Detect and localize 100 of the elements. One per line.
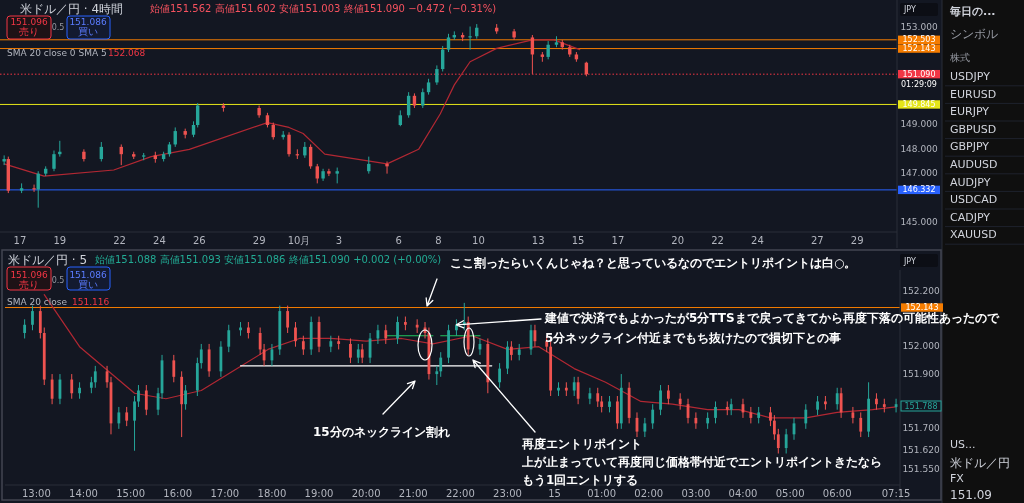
y-tick-label: 151.550 xyxy=(902,464,940,475)
annotation: 再度エントリポイント xyxy=(521,436,642,451)
y-tick-label: 151.620 xyxy=(902,445,940,456)
x-tick-label: 01:00 xyxy=(587,488,617,499)
text: AUDUSD xyxy=(950,158,998,171)
annotation: 買い xyxy=(78,26,98,37)
text: JPY xyxy=(903,256,917,266)
x-tick-label: 17 xyxy=(13,235,27,246)
x-tick-label: 20 xyxy=(671,235,685,246)
x-tick-label: 3 xyxy=(335,235,343,246)
ref-line-label: 146.332 xyxy=(902,185,936,195)
y-tick-label: 151.900 xyxy=(902,368,940,379)
x-tick-label: 22 xyxy=(711,235,724,246)
text: 151.09 xyxy=(950,487,992,502)
text: ここ割ったらいくんじゃね？と思っているなのでエントリポイントは白○。 xyxy=(450,255,857,270)
ref-line-label: 152.143 xyxy=(902,44,936,54)
x-tick-label: 23:00 xyxy=(493,488,522,499)
x-tick-label: 10 xyxy=(472,235,485,246)
x-tick-label: 6 xyxy=(395,235,402,246)
x-tick-label: 13:00 xyxy=(21,488,51,499)
x-tick-label: 22:00 xyxy=(445,488,475,499)
text: XAUUSD xyxy=(950,228,997,242)
x-tick-label: 29 xyxy=(252,235,266,246)
annotation: 5分ネックライン付近までもち抜けたので損切下との事 xyxy=(545,330,842,345)
annotation: もう1回エントリする xyxy=(522,472,639,487)
text: FX xyxy=(950,472,965,485)
ref-line-label: 151.090 xyxy=(902,69,936,79)
x-tick-label: 13 xyxy=(531,235,545,246)
x-tick-label: 24 xyxy=(153,235,166,246)
x-tick-label: 05:00 xyxy=(775,488,805,499)
x-tick-label: 27 xyxy=(810,235,824,246)
ref-line-label: 152.503 xyxy=(902,35,936,45)
text: USDCAD xyxy=(950,193,998,207)
annotation: 151.096 xyxy=(10,269,48,280)
annotation: 151.086 xyxy=(69,269,107,280)
y-tick-label: 151.700 xyxy=(902,423,940,434)
y-tick-label: 145.000 xyxy=(900,216,938,227)
x-tick-label: 24 xyxy=(751,235,764,246)
x-tick-label: 26 xyxy=(192,235,206,246)
x-tick-label: 19 xyxy=(53,235,67,246)
annotation: 151.096 xyxy=(10,16,48,27)
text: GBPUSD xyxy=(950,122,997,136)
text: シンボル xyxy=(950,26,998,41)
y-tick-label: 152.000 xyxy=(902,341,940,352)
x-tick-label: 22 xyxy=(113,235,126,246)
x-tick-label: 16:00 xyxy=(163,488,193,499)
annotation: SMA 20 close 0 SMA 5 xyxy=(7,47,107,58)
x-tick-label: 17:00 xyxy=(210,488,240,499)
y-tick-label: 148.000 xyxy=(900,143,938,154)
y-tick-label: 153.000 xyxy=(900,22,938,33)
x-tick-label: 03:00 xyxy=(681,488,711,499)
x-tick-label: 29 xyxy=(850,235,864,246)
annotation: 0.5 xyxy=(51,22,65,32)
x-tick-label: 15 xyxy=(571,235,585,246)
x-tick-label: 8 xyxy=(435,235,442,246)
x-tick-label: 06:00 xyxy=(822,488,852,499)
x-tick-label: 04:00 xyxy=(728,488,758,499)
annotation: 152.068 xyxy=(108,47,146,58)
ref-line-label: 152.143 xyxy=(905,303,939,313)
text: JPY xyxy=(903,4,917,14)
annotation: 売り xyxy=(19,26,39,37)
text: 毎日の... xyxy=(949,5,996,18)
x-tick-label: 15 xyxy=(548,488,561,499)
annotation: 151.116 xyxy=(72,296,110,307)
y-tick-label: 149.000 xyxy=(900,119,938,130)
text: US... xyxy=(950,438,976,451)
y-tick-label: 152.200 xyxy=(902,286,940,297)
text: GBPJPY xyxy=(950,140,990,154)
text: 151.788 xyxy=(904,401,938,411)
x-tick-label: 20:00 xyxy=(351,488,381,499)
annotation: 上が止まっていて再度同じ価格帯付近でエントリポイントきたなら xyxy=(521,454,882,469)
annotation: 買い xyxy=(78,279,98,290)
text: 米ドル／円 xyxy=(950,455,1010,470)
text: AUDJPY xyxy=(950,175,991,189)
text: 01:29:09 xyxy=(901,79,937,89)
text: EURUSD xyxy=(950,87,997,101)
x-tick-label: 15:00 xyxy=(116,488,146,499)
x-tick-label: 14:00 xyxy=(69,488,98,499)
text: EURJPY xyxy=(950,105,990,119)
annotation: 売り xyxy=(19,279,39,290)
annotation: 建値で決済でもよかったが5分TTSまで戻ってきてから再度下落の可能性あったので xyxy=(544,310,1000,325)
ref-line-label: 149.845 xyxy=(902,99,936,109)
annotation: 151.086 xyxy=(69,16,107,27)
x-tick-label: 21:00 xyxy=(398,488,428,499)
annotation: 15分のネックライン割れ xyxy=(313,424,450,439)
x-tick-label: 10月 xyxy=(287,235,311,246)
chart-subtitle: 始値151.088 高値151.093 安値151.086 終値151.090 +0.002 (+0.00%) xyxy=(95,254,442,265)
x-tick-label: 19:00 xyxy=(304,488,334,499)
x-tick-label: 17 xyxy=(611,235,625,246)
y-tick-label: 147.000 xyxy=(900,168,938,179)
x-tick-label: 02:00 xyxy=(634,488,664,499)
text: 株式 xyxy=(949,52,970,63)
text: CADJPY xyxy=(950,210,991,224)
text: USDJPY xyxy=(950,70,991,83)
chart-title: 米ドル／円 · 4時間 xyxy=(20,1,124,16)
annotation: 0.5 xyxy=(51,275,65,285)
x-tick-label: 07:15 xyxy=(881,488,911,499)
x-tick-label: 18:00 xyxy=(257,488,287,499)
chart-title: 米ドル／円 · 5 xyxy=(8,252,88,267)
chart-subtitle: 始値151.562 高値151.602 安値151.003 終値151.090 −0.472 (−0.31%) xyxy=(150,3,497,14)
